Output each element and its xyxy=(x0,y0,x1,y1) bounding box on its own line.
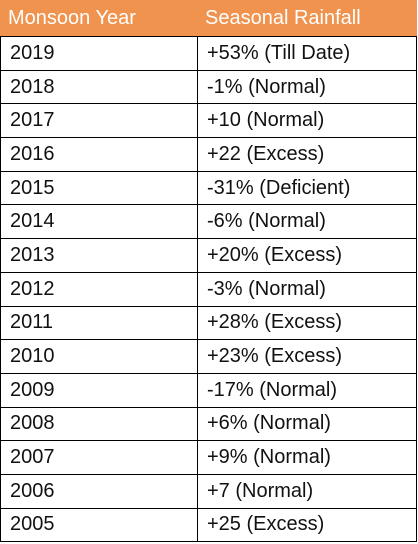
cell-rainfall: +28% (Excess) xyxy=(197,305,417,341)
cell-rainfall: -3% (Normal) xyxy=(197,271,417,307)
cell-rainfall: +25 (Excess) xyxy=(197,507,417,543)
cell-rainfall: +53% (Till Date) xyxy=(197,36,417,71)
table-row: 2017 +10 (Normal) xyxy=(0,103,417,139)
cell-rainfall: +6% (Normal) xyxy=(197,406,417,442)
table-row: 2006 +7 (Normal) xyxy=(0,473,417,509)
table-body: 2019 +53% (Till Date) 2018 -1% (Normal) … xyxy=(0,36,417,543)
table-row: 2013 +20% (Excess) xyxy=(0,238,417,273)
table-row: 2012 -3% (Normal) xyxy=(0,271,417,307)
cell-rainfall: +9% (Normal) xyxy=(197,440,417,475)
cell-year: 2013 xyxy=(0,238,198,273)
cell-year: 2010 xyxy=(0,339,198,374)
table-row: 2015 -31% (Deficient) xyxy=(0,170,417,206)
cell-year: 2017 xyxy=(0,103,198,139)
cell-year: 2015 xyxy=(0,170,198,206)
cell-year: 2012 xyxy=(0,271,198,307)
cell-rainfall: -6% (Normal) xyxy=(197,204,417,240)
cell-rainfall: -31% (Deficient) xyxy=(197,170,417,206)
cell-year: 2016 xyxy=(0,137,198,172)
table-row: 2018 -1% (Normal) xyxy=(0,69,417,105)
cell-year: 2008 xyxy=(0,406,198,442)
table-row: 2014 -6% (Normal) xyxy=(0,204,417,240)
table-row: 2011 +28% (Excess) xyxy=(0,305,417,341)
cell-year: 2011 xyxy=(0,305,198,341)
cell-year: 2007 xyxy=(0,440,198,475)
cell-rainfall: +23% (Excess) xyxy=(197,339,417,374)
cell-rainfall: +22 (Excess) xyxy=(197,137,417,172)
header-monsoon-year: Monsoon Year xyxy=(0,0,198,37)
cell-rainfall: +10 (Normal) xyxy=(197,103,417,139)
table-row: 2016 +22 (Excess) xyxy=(0,137,417,172)
cell-rainfall: -17% (Normal) xyxy=(197,372,417,408)
cell-year: 2009 xyxy=(0,372,198,408)
cell-year: 2005 xyxy=(0,507,198,543)
table-row: 2019 +53% (Till Date) xyxy=(0,36,417,71)
cell-year: 2006 xyxy=(0,473,198,509)
cell-rainfall: +7 (Normal) xyxy=(197,473,417,509)
table-row: 2008 +6% (Normal) xyxy=(0,406,417,442)
table-row: 2010 +23% (Excess) xyxy=(0,339,417,374)
table-row: 2005 +25 (Excess) xyxy=(0,507,417,543)
cell-year: 2014 xyxy=(0,204,198,240)
header-row: Monsoon Year Seasonal Rainfall xyxy=(0,0,417,37)
cell-year: 2019 xyxy=(0,36,198,71)
cell-rainfall: +20% (Excess) xyxy=(197,238,417,273)
cell-year: 2018 xyxy=(0,69,198,105)
table-row: 2009 -17% (Normal) xyxy=(0,372,417,408)
table-header: Monsoon Year Seasonal Rainfall xyxy=(0,0,417,37)
header-seasonal-rainfall: Seasonal Rainfall xyxy=(197,0,417,37)
cell-rainfall: -1% (Normal) xyxy=(197,69,417,105)
table-row: 2007 +9% (Normal) xyxy=(0,440,417,475)
